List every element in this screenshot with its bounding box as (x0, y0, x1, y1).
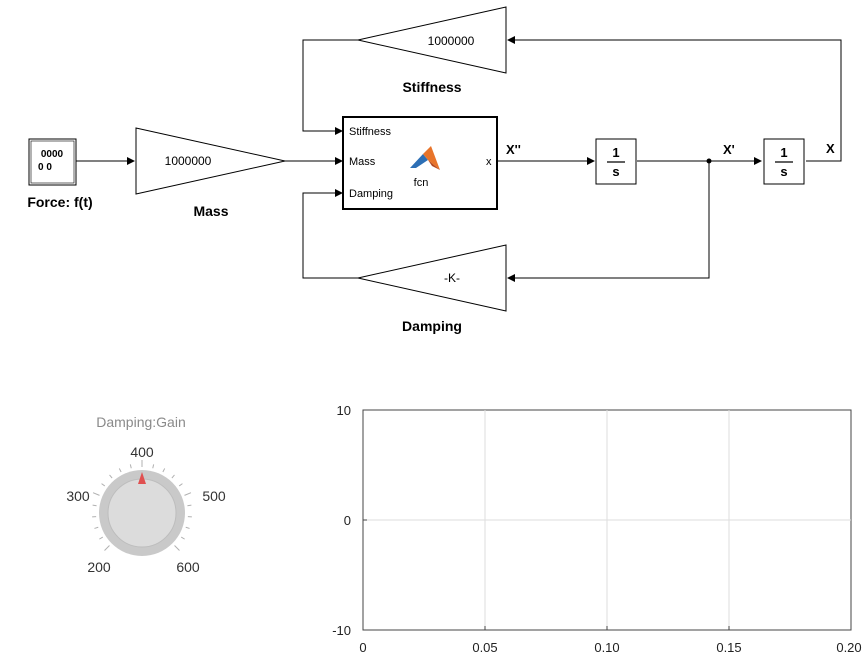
branch-point (706, 158, 712, 164)
signal-label-velocity: X' (723, 142, 735, 157)
matlab-function-block[interactable]: Stiffness Mass Damping x fcn (342, 116, 498, 210)
plot-grid (362, 409, 852, 631)
integrator-1-num: 1 (612, 145, 619, 160)
scope-plot[interactable]: 0 0.05 0.10 0.15 0.20 10 0 -10 (332, 403, 861, 655)
integrator-1-block[interactable]: 1 s (595, 138, 637, 185)
integrator-2-den: s (780, 164, 787, 179)
knob-pointer (138, 472, 146, 484)
knob-tick (118, 468, 122, 473)
knob-tick (104, 545, 110, 551)
signal-label-position: X (826, 141, 835, 156)
source-display-top: 0000 (41, 149, 64, 160)
knob-tick (187, 504, 192, 507)
knob-tick (101, 483, 106, 487)
knob-labels: 200 300 400 500 600 (66, 444, 226, 575)
knob-label-600: 600 (176, 559, 200, 575)
damping-to-fcn-line (302, 189, 358, 279)
knob-label-500: 500 (202, 488, 226, 504)
matlab-logo-icon (410, 146, 440, 170)
plot-y-tick-label: -10 (332, 623, 351, 638)
stiffness-block-label: Stiffness (402, 79, 461, 95)
knob-tick (162, 468, 166, 473)
force-block-label: Force: f(t) (27, 194, 92, 210)
knob-tick (129, 464, 132, 469)
stiffness-gain-value: 1000000 (428, 34, 475, 48)
plot-y-tick-label: 10 (337, 403, 351, 418)
knob-dial[interactable] (107, 478, 177, 548)
knob-label-200: 200 (87, 559, 111, 575)
integrator-2-block[interactable]: 1 s (763, 138, 805, 185)
knob-tick (152, 464, 155, 469)
plot-x-tick-label: 0.15 (716, 640, 741, 655)
knob-label-400: 400 (130, 444, 154, 460)
knob-tick (184, 492, 192, 496)
stiffness-gain-block[interactable]: 1000000 (357, 6, 507, 74)
integrator-1-den: s (612, 164, 619, 179)
knob-tick (185, 526, 190, 529)
plot-tick-labels: 0 0.05 0.10 0.15 0.20 10 0 -10 (332, 403, 861, 655)
plot-x-tick-label: 0.20 (836, 640, 861, 655)
mass-gain-value: 1000000 (165, 154, 212, 168)
force-source-block[interactable]: 0000 0 0 (28, 138, 77, 186)
knob-tick (99, 536, 104, 540)
integrator-2-num: 1 (780, 145, 787, 160)
knob-tick (171, 474, 175, 479)
damping-gain-block[interactable]: -K- (357, 244, 507, 312)
stiffness-to-fcn-line (302, 39, 358, 135)
knob-tick (178, 483, 183, 487)
damping-gain-knob[interactable]: Damping:Gain 200 300 400 500 600 (66, 414, 226, 575)
fcn-name: fcn (414, 177, 429, 189)
mass-block-label: Mass (193, 203, 228, 219)
source-display-bottom: 0 0 (38, 162, 52, 173)
knob-tick (94, 526, 99, 529)
fcn-output-x: x (486, 156, 492, 168)
signal-lines (76, 36, 842, 282)
plot-x-tick-label: 0.10 (594, 640, 619, 655)
knob-tick (174, 545, 180, 551)
knob-tick (180, 536, 185, 540)
fcn-input-stiffness: Stiffness (349, 126, 391, 138)
knob-ticks (92, 460, 192, 551)
fcn-input-damping: Damping (349, 188, 393, 200)
knob-label-300: 300 (66, 488, 90, 504)
knob-title: Damping:Gain (96, 414, 186, 430)
position-feedback-line (507, 36, 842, 162)
knob-tick (109, 474, 113, 479)
plot-x-tick-label: 0.05 (472, 640, 497, 655)
knob-tick (92, 492, 100, 496)
plot-x-tick-label: 0 (359, 640, 366, 655)
mass-gain-block[interactable]: 1000000 (135, 127, 286, 195)
damping-gain-value: -K- (444, 271, 460, 285)
fcn-input-mass: Mass (349, 156, 376, 168)
damping-block-label: Damping (402, 318, 462, 334)
velocity-feedback-line (507, 161, 710, 282)
plot-y-tick-label: 0 (344, 513, 351, 528)
knob-tick (92, 504, 97, 507)
signal-label-acceleration: X'' (506, 142, 521, 157)
